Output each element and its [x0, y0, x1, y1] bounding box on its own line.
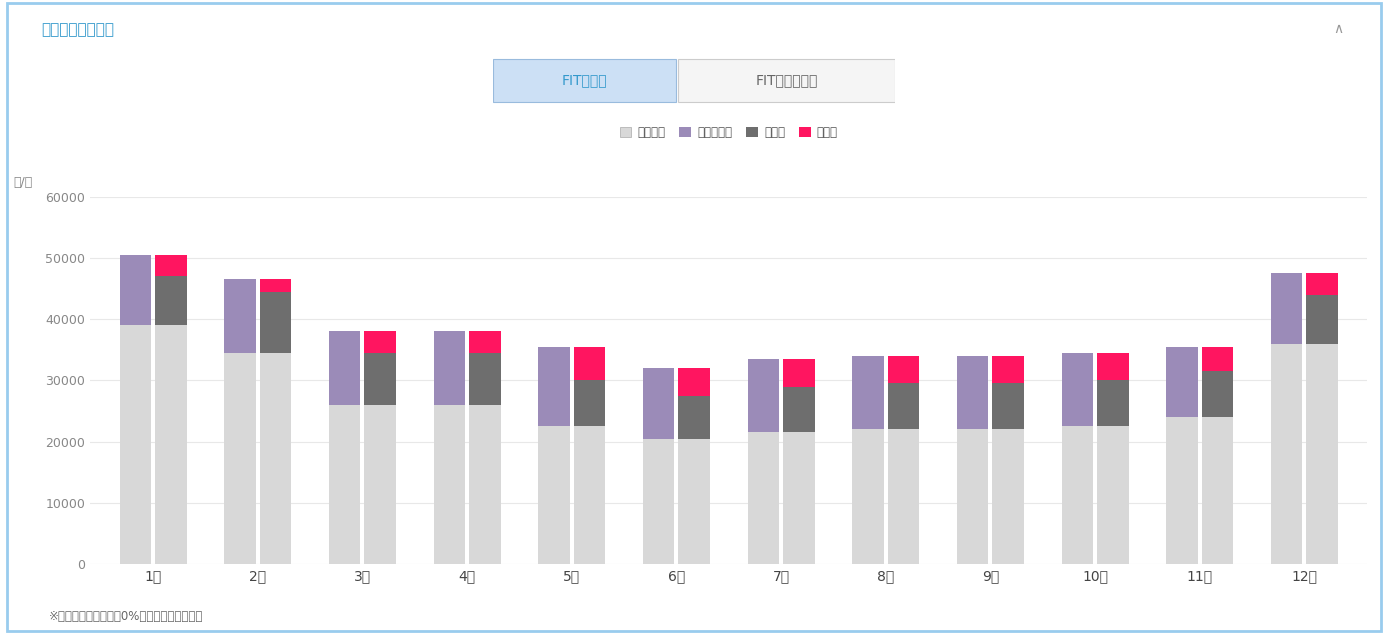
- Bar: [119, 255, 151, 325]
- Text: 月別で詳しく見る: 月別で詳しく見る: [42, 22, 115, 37]
- Bar: [573, 347, 605, 380]
- Bar: [433, 332, 465, 405]
- Bar: [1306, 344, 1338, 564]
- Text: ※上記は電気代上昇率0%の場合のグラフです: ※上記は電気代上昇率0%の場合のグラフです: [49, 609, 203, 623]
- Bar: [783, 432, 815, 564]
- Bar: [679, 368, 709, 396]
- Bar: [1271, 273, 1302, 344]
- Legend: 設備なし, ガソリン代, 導入後, 削減額: 設備なし, ガソリン代, 導入後, 削減額: [615, 122, 843, 144]
- Bar: [1097, 427, 1128, 564]
- Text: FIT期間終了後: FIT期間終了後: [755, 73, 818, 87]
- Bar: [643, 368, 675, 439]
- Bar: [956, 356, 988, 429]
- Bar: [329, 405, 361, 564]
- Bar: [679, 439, 709, 564]
- Text: 円/月: 円/月: [14, 176, 33, 189]
- Bar: [852, 429, 884, 564]
- Bar: [1202, 417, 1233, 564]
- Bar: [260, 279, 291, 292]
- Bar: [748, 432, 779, 564]
- Bar: [225, 353, 255, 564]
- Bar: [783, 359, 815, 387]
- Bar: [1062, 427, 1092, 564]
- Bar: [573, 380, 605, 427]
- Bar: [1062, 353, 1092, 427]
- Bar: [539, 347, 569, 427]
- Bar: [469, 405, 501, 564]
- Bar: [433, 405, 465, 564]
- Bar: [155, 325, 186, 564]
- Bar: [365, 353, 396, 405]
- Bar: [783, 387, 815, 432]
- Bar: [1202, 347, 1233, 372]
- Bar: [155, 255, 186, 276]
- Bar: [888, 429, 919, 564]
- Bar: [1166, 417, 1198, 564]
- Bar: [225, 280, 255, 353]
- Bar: [888, 384, 919, 429]
- Bar: [1097, 353, 1128, 380]
- Bar: [956, 429, 988, 564]
- Bar: [1306, 273, 1338, 295]
- Bar: [1271, 344, 1302, 564]
- Bar: [1306, 295, 1338, 344]
- Bar: [469, 353, 501, 405]
- Text: ∧: ∧: [1334, 22, 1344, 36]
- Bar: [573, 427, 605, 564]
- Bar: [679, 396, 709, 439]
- Bar: [1166, 347, 1198, 417]
- FancyBboxPatch shape: [493, 60, 676, 102]
- Bar: [469, 332, 501, 353]
- Bar: [992, 384, 1024, 429]
- Bar: [365, 332, 396, 353]
- Bar: [260, 353, 291, 564]
- Bar: [155, 276, 186, 325]
- Text: FIT期間中: FIT期間中: [561, 73, 607, 87]
- Bar: [1202, 372, 1233, 417]
- Bar: [643, 439, 675, 564]
- Bar: [329, 332, 361, 405]
- Bar: [539, 427, 569, 564]
- Bar: [1097, 380, 1128, 427]
- Bar: [888, 356, 919, 384]
- FancyBboxPatch shape: [677, 60, 895, 102]
- Bar: [365, 405, 396, 564]
- Bar: [119, 325, 151, 564]
- Bar: [852, 356, 884, 429]
- Bar: [748, 359, 779, 432]
- Bar: [992, 429, 1024, 564]
- Bar: [992, 356, 1024, 384]
- Bar: [260, 292, 291, 353]
